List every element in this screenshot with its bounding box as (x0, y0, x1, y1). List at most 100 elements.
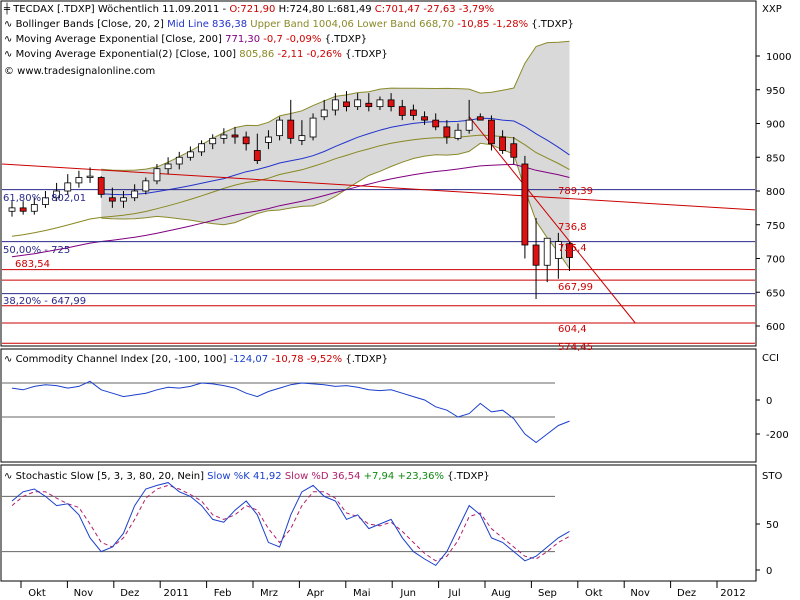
stoch-panel[interactable] (0, 464, 757, 582)
stoch-title: Stochastic Slow [5, 3, 3, 80, 20, Nein] (16, 471, 205, 482)
candle-body[interactable] (543, 237, 551, 266)
cci-panel[interactable] (0, 348, 757, 463)
candle-body[interactable] (510, 143, 518, 158)
time-label: Mai (353, 588, 371, 599)
svg-text:╪ TECDAX [.TDXP] Wöchentlich: ╪ TECDAX [.TDXP] Wöchentlich 11.09.2011 … (3, 2, 494, 15)
bollinger-name: Bollinger Bands [Close, 20, 2] (16, 19, 164, 30)
stoch-d-line (11, 484, 570, 562)
candle-body[interactable] (209, 137, 217, 145)
candle-body[interactable] (488, 119, 495, 145)
price-legend: ╪ TECDAX [.TDXP] Wöchentlich 11.09.2011 … (3, 2, 574, 77)
candle-body[interactable] (242, 136, 250, 145)
bollinger-change: -10,85 -1,28% (457, 19, 528, 30)
candle-body[interactable] (131, 190, 139, 199)
time-label: Feb (214, 588, 232, 599)
cci-change: -10,78 -9,52% (271, 354, 342, 365)
candle-body[interactable] (465, 119, 473, 131)
time-label: Apr (307, 588, 325, 599)
line-glyph-icon: ∿ (4, 471, 16, 482)
candle-body[interactable] (376, 99, 384, 108)
candle-body[interactable] (387, 99, 395, 108)
price-tick-label: 650 (766, 288, 785, 299)
stoch-axis-label: STO (762, 471, 782, 482)
candle-body[interactable] (566, 243, 573, 258)
candle-body[interactable] (398, 106, 406, 116)
time-label: Okt (28, 588, 46, 599)
candle-body[interactable] (499, 136, 507, 151)
candle-body[interactable] (97, 177, 105, 195)
cci-tag: {.TDXP} (345, 354, 388, 365)
candle-body[interactable] (365, 102, 373, 108)
time-label: Jul (448, 588, 461, 599)
ema200-name: Moving Average Exponential [Close, 200] (16, 34, 222, 45)
candle-body[interactable] (231, 134, 239, 138)
change-label: -27,63 -3,79% (423, 4, 494, 15)
candle-body[interactable] (309, 117, 317, 138)
candle-body[interactable] (276, 119, 284, 137)
symbol-label: TECDAX [.TDXP] Wöchentlich (12, 4, 159, 15)
time-label: 2011 (163, 588, 188, 599)
candle-body[interactable] (409, 109, 417, 116)
candle-body[interactable] (64, 182, 72, 192)
candle-body[interactable] (30, 204, 38, 212)
price-tick-label: 950 (766, 86, 785, 97)
svg-text:∿ Stochastic Slow [5, 3, 3, 80: ∿ Stochastic Slow [5, 3, 3, 80, 20, Nein… (4, 471, 490, 482)
ema100-name: Moving Average Exponential(2) [Close, 10… (16, 49, 237, 60)
candle-body[interactable] (287, 119, 295, 139)
candle-body[interactable] (343, 101, 350, 108)
price-tick-label: 700 (766, 255, 785, 266)
candle-body[interactable] (331, 99, 339, 111)
price-tick-label: 750 (766, 221, 785, 232)
candle-body[interactable] (53, 190, 60, 199)
candle-body[interactable] (554, 241, 562, 259)
candle-body[interactable] (454, 129, 462, 139)
candle-body[interactable] (164, 163, 172, 170)
candle-body[interactable] (298, 135, 306, 141)
candle-body[interactable] (320, 109, 328, 118)
candle-body[interactable] (186, 151, 194, 158)
stoch-k-line (11, 482, 570, 567)
candle-body[interactable] (153, 168, 161, 182)
candle-body[interactable] (354, 99, 362, 108)
cci-axis-label: CCI (762, 353, 779, 364)
candle-body[interactable] (120, 197, 127, 202)
level-736-label: 736,8 (558, 222, 587, 233)
ema100-line (11, 134, 570, 237)
svg-text:∿ Moving Average Exponential(2: ∿ Moving Average Exponential(2) [Close, … (4, 49, 388, 60)
level-789-label: 789,39 (558, 186, 593, 197)
candle-body[interactable] (521, 163, 529, 246)
time-label: Sep (538, 588, 557, 599)
svg-text:∿ Commodity Channel Index [20,: ∿ Commodity Channel Index [20, -100, 100… (4, 354, 388, 365)
candle-body[interactable] (108, 197, 116, 202)
level-725-label: 725,4 (558, 243, 587, 254)
price-tick-label: 800 (766, 187, 785, 198)
candle-body[interactable] (476, 116, 484, 121)
stoch-tick-label: 50 (766, 520, 779, 531)
candle-body[interactable] (142, 180, 150, 192)
trend-line-long (2, 163, 755, 211)
candle-body[interactable] (220, 134, 228, 139)
candle-body[interactable] (8, 207, 16, 212)
time-label: Nov (630, 588, 650, 599)
candle-body[interactable] (253, 150, 261, 162)
stoch-d: Slow %D 36,54 (285, 471, 361, 482)
candle-body[interactable] (432, 119, 440, 128)
candle-body[interactable] (532, 244, 540, 266)
candle-body[interactable] (75, 177, 83, 184)
time-label: Okt (585, 588, 603, 599)
candle-body[interactable] (443, 126, 451, 138)
candle-body[interactable] (175, 156, 183, 165)
level-683-label: 683,54 (15, 259, 50, 270)
candle-body[interactable] (86, 175, 94, 178)
candle-body[interactable] (19, 207, 27, 212)
svg-text:∿ Moving Average Exponential [: ∿ Moving Average Exponential [Close, 200… (4, 34, 367, 45)
candle-body[interactable] (265, 136, 272, 143)
ema200-value: 771,30 (225, 34, 260, 45)
ema100-tag: {.TDXP} (345, 49, 388, 60)
candle-body[interactable] (42, 197, 49, 205)
cci-title: Commodity Channel Index [20, -100, 100] (16, 354, 227, 365)
candle-body[interactable] (421, 116, 428, 121)
bollinger-lower: Lower Band 668,70 (357, 19, 454, 30)
candle-body[interactable] (198, 143, 205, 153)
bollinger-mid: Mid Line 836,38 (167, 19, 247, 30)
